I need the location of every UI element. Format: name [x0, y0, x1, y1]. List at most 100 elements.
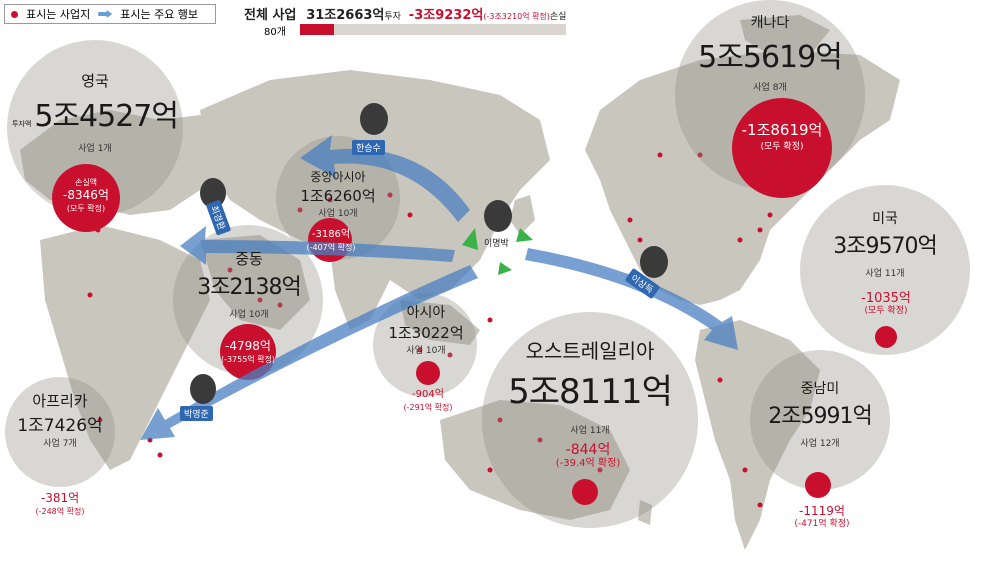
south-america-landmass — [695, 320, 820, 550]
region-name: 중남미 — [800, 381, 840, 397]
loss-value: -8346억 — [63, 188, 109, 202]
region-amount: 5조5619억 — [698, 40, 843, 75]
africa-loss: -381억 (-248억 확정) — [30, 492, 90, 518]
region-latin-america: 중남미 2조5991억 사업 12개 — [762, 378, 878, 449]
usa-loss: -1035억 (모두 확정) — [846, 292, 926, 318]
southeast-asia-landmass — [400, 300, 480, 345]
region-central-asia: 중앙아시아 1조6260억 사업 10개 — [288, 168, 388, 219]
region-name: 영국 — [81, 72, 109, 90]
region-uk: 영국 투자액 5조4527억 사업 1개 — [10, 70, 180, 154]
site-dots — [57, 152, 773, 508]
region-canada: 캐나다 5조5619억 사업 8개 — [690, 12, 850, 93]
arabia-landmass — [200, 235, 310, 330]
loss-suffix: 손실 — [549, 12, 567, 22]
region-name: 중앙아시아 — [310, 170, 366, 184]
region-count: 사업 11개 — [570, 426, 610, 436]
region-amount: 1조6260억 — [300, 187, 376, 205]
uk-loss: 손실액 -8346억 (모두 확정) — [52, 176, 120, 215]
region-name: 아프리카 — [32, 392, 88, 410]
legend-arrow-label: 표시는 주요 행보 — [120, 8, 199, 21]
invest-label: 투자액 — [12, 120, 32, 128]
region-amount: 1조7426억 — [17, 416, 103, 436]
loss-note: (-248억 확정) — [35, 507, 85, 516]
region-middle-east: 중동 3조2138억 사업 10개 — [190, 248, 308, 320]
avatar-lee-sd — [640, 246, 668, 278]
region-count: 사업 10개 — [318, 209, 358, 219]
name-tag-han: 한승수 — [352, 140, 385, 155]
loss-note: (-291억 확정) — [403, 403, 453, 412]
loss-value: -4798억 — [225, 339, 271, 353]
region-amount: 5조8111억 — [508, 372, 673, 412]
canada-loss: -1조8619억 (모두 확정) — [735, 122, 829, 156]
lee-arrows — [462, 228, 533, 275]
loss-note: (-407억 확정) — [306, 243, 356, 252]
avatar-park — [190, 374, 216, 404]
region-count: 사업 8개 — [753, 83, 787, 93]
region-name: 미국 — [872, 211, 898, 227]
loss-value: -904억 — [412, 389, 444, 400]
total-loss: -3조9232억 — [408, 8, 484, 23]
central-asia-loss: -3186억 (-407억 확정) — [305, 228, 357, 254]
site-dot-icon — [11, 10, 18, 18]
region-count: 사업 11개 — [865, 269, 905, 279]
region-name: 아시아 — [406, 305, 446, 321]
travel-arrows — [140, 135, 738, 440]
region-usa: 미국 3조9570억 사업 11개 — [820, 208, 950, 279]
loss-ratio-fill — [300, 24, 334, 35]
loss-note: (-3조3210억 확정) — [483, 12, 550, 21]
asia-landmass — [200, 70, 550, 300]
loss-label: 손실액 — [74, 178, 98, 187]
middle-east-loss: -4798억 (-3755억 확정) — [218, 340, 278, 366]
loss-value: -1119억 — [799, 504, 845, 518]
region-australia: 오스트레일리아 5조8111억 사업 11개 — [500, 335, 680, 436]
region-africa: 아프리카 1조7426억 사업 7개 — [8, 390, 112, 449]
investment-suffix: 투자 — [384, 12, 401, 22]
new-zealand-landmass — [638, 500, 652, 525]
region-count: 사업 10개 — [406, 346, 446, 356]
loss-value: -844억 — [565, 442, 611, 458]
loss-value: -3186억 — [311, 229, 351, 240]
avatar-lee-mb — [484, 200, 512, 232]
loss-value: -1035억 — [861, 291, 911, 306]
africa-landmass — [40, 225, 210, 470]
greenland-landmass — [740, 15, 830, 55]
loss-note: (모두 확정) — [66, 204, 106, 213]
region-amount: 3조2138억 — [197, 275, 301, 300]
legend: 표시는 사업지 표시는 주요 행보 — [4, 4, 216, 24]
latin-america-loss: -1119억 (-471억 확정) — [782, 505, 862, 531]
region-name: 오스트레일리아 — [525, 339, 655, 363]
loss-note: (-39.4억 확정) — [555, 458, 621, 469]
name-tag-park: 박영준 — [180, 406, 213, 421]
loss-note: (-471억 확정) — [794, 519, 850, 529]
avatar-han — [360, 103, 388, 135]
japan-landmass — [510, 195, 535, 235]
total-investment: 31조2663억 — [306, 8, 385, 23]
region-amount: 1조3022억 — [388, 324, 464, 342]
region-asia: 아시아 1조3022억 사업 10개 — [378, 302, 474, 356]
australia-loss: -844억 (-39.4억 확정) — [548, 442, 628, 470]
total-label: 전체 사업 — [244, 8, 297, 23]
region-count: 사업 7개 — [43, 439, 77, 449]
region-name: 캐나다 — [750, 15, 790, 31]
region-count: 사업 1개 — [78, 144, 112, 154]
name-label-lee-mb: 이명박 — [484, 239, 509, 249]
loss-note: (모두 확정) — [864, 306, 908, 316]
region-count: 사업 12개 — [800, 439, 840, 449]
region-name: 중동 — [235, 250, 263, 268]
region-amount: 2조5991억 — [768, 404, 872, 429]
loss-note: (-3755억 확정) — [220, 355, 276, 364]
total-summary: 전체 사업 31조2663억투자 -3조9232억(-3조3210억 확정)손실 — [244, 4, 566, 23]
region-count: 사업 10개 — [229, 310, 269, 320]
region-amount: 3조9570억 — [833, 234, 937, 259]
region-amount: 5조4527억 — [34, 99, 179, 134]
loss-ratio-bar — [300, 24, 566, 35]
loss-value: -381억 — [40, 491, 80, 505]
legend-site-label: 표시는 사업지 — [26, 8, 91, 21]
asia-loss: -904억 (-291억 확정) — [398, 388, 458, 414]
project-count: 80개 — [264, 27, 286, 38]
arrow-icon — [98, 10, 113, 18]
loss-value: -1조8619억 — [741, 121, 823, 139]
loss-note: (모두 확정) — [760, 142, 804, 152]
